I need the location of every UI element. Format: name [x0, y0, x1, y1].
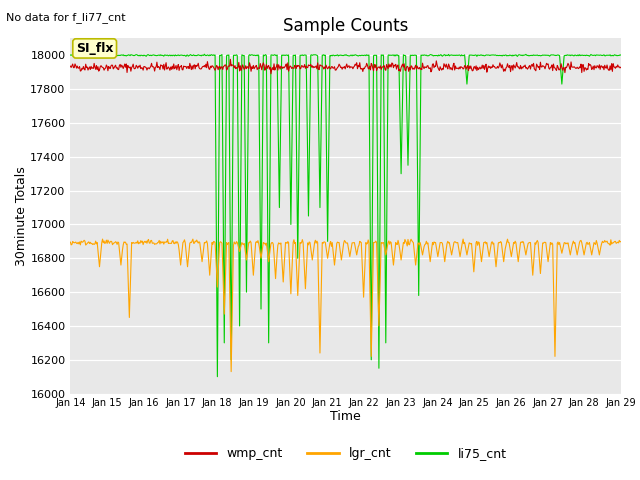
Title: Sample Counts: Sample Counts: [283, 17, 408, 36]
X-axis label: Time: Time: [330, 410, 361, 423]
Y-axis label: 30minute Totals: 30minute Totals: [15, 166, 28, 266]
Text: SI_flx: SI_flx: [76, 42, 113, 55]
Text: No data for f_li77_cnt: No data for f_li77_cnt: [6, 12, 126, 23]
Legend: wmp_cnt, lgr_cnt, li75_cnt: wmp_cnt, lgr_cnt, li75_cnt: [180, 443, 511, 466]
